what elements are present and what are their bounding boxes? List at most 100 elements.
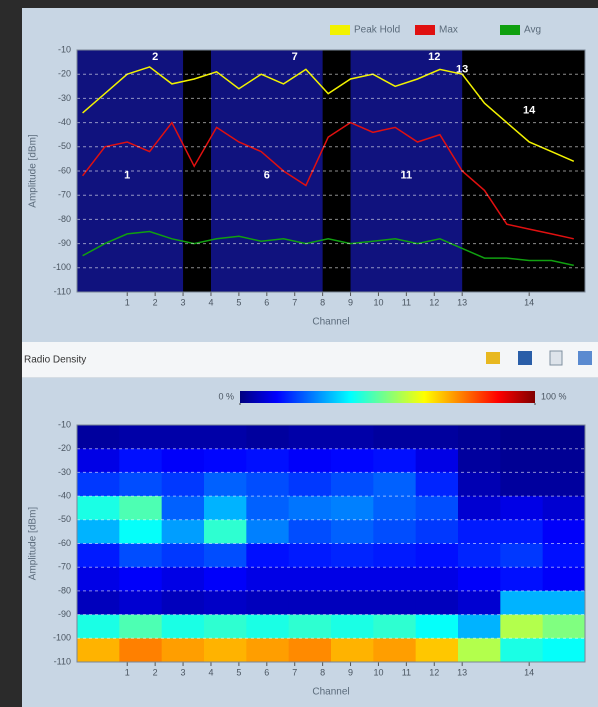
heat-cell bbox=[458, 520, 501, 544]
x-tick-label: 11 bbox=[402, 667, 411, 677]
heat-cell bbox=[289, 520, 332, 544]
x-tick-label: 2 bbox=[153, 667, 158, 677]
heat-cell bbox=[204, 544, 247, 568]
y-tick-label: -80 bbox=[58, 585, 71, 595]
legend-swatch bbox=[330, 25, 350, 35]
heat-cell bbox=[416, 638, 459, 662]
heat-cell bbox=[246, 567, 289, 591]
x-tick-label: 3 bbox=[181, 667, 186, 677]
heat-cell bbox=[373, 496, 416, 520]
y-tick-label: -10 bbox=[58, 44, 71, 54]
heat-cell bbox=[204, 425, 247, 449]
y-tick-label: -40 bbox=[58, 490, 71, 500]
legend-label: Max bbox=[439, 25, 458, 36]
x-tick-label: 4 bbox=[208, 297, 213, 307]
heat-cell bbox=[331, 615, 374, 639]
heat-cell bbox=[331, 520, 374, 544]
heat-cell bbox=[331, 496, 374, 520]
heat-cell bbox=[331, 544, 374, 568]
heat-cell bbox=[331, 472, 374, 496]
heat-cell bbox=[500, 425, 543, 449]
x-tick-label: 8 bbox=[320, 297, 325, 307]
heat-cell bbox=[204, 520, 247, 544]
window-title: Radio Density bbox=[24, 355, 86, 366]
heat-cell bbox=[543, 638, 586, 662]
heat-cell bbox=[289, 425, 332, 449]
heat-cell bbox=[246, 591, 289, 615]
legend-swatch bbox=[415, 25, 435, 35]
heat-cell bbox=[416, 615, 459, 639]
x-tick-label: 13 bbox=[457, 667, 467, 677]
heat-cell bbox=[458, 496, 501, 520]
x-tick-label: 6 bbox=[264, 297, 269, 307]
heat-cell bbox=[500, 449, 543, 473]
heat-cell bbox=[458, 425, 501, 449]
heat-cell bbox=[162, 449, 205, 473]
heat-cell bbox=[543, 449, 586, 473]
heat-cell bbox=[77, 591, 120, 615]
heat-cell bbox=[458, 472, 501, 496]
heat-cell bbox=[458, 638, 501, 662]
x-axis-label: Channel bbox=[312, 687, 349, 698]
save-icon[interactable] bbox=[518, 351, 532, 365]
heat-cell bbox=[373, 520, 416, 544]
heat-cell bbox=[543, 496, 586, 520]
x-tick-label: 11 bbox=[402, 297, 411, 307]
heat-cell bbox=[416, 425, 459, 449]
heat-cell bbox=[77, 425, 120, 449]
heat-cell bbox=[289, 615, 332, 639]
annotation: 1 bbox=[124, 170, 130, 182]
heat-cell bbox=[331, 449, 374, 473]
colorbar-label: 100 % bbox=[541, 391, 567, 401]
heat-cell bbox=[543, 544, 586, 568]
heat-cell bbox=[162, 615, 205, 639]
heat-cell bbox=[119, 472, 162, 496]
y-axis-label: Amplitude [dBm] bbox=[28, 507, 39, 581]
y-tick-label: -80 bbox=[58, 214, 71, 224]
heat-cell bbox=[246, 520, 289, 544]
heat-cell bbox=[204, 567, 247, 591]
heat-cell bbox=[543, 615, 586, 639]
heat-cell bbox=[458, 615, 501, 639]
heat-cell bbox=[77, 520, 120, 544]
heat-cell bbox=[119, 591, 162, 615]
heat-cell bbox=[373, 544, 416, 568]
heat-cell bbox=[331, 638, 374, 662]
settings-icon[interactable] bbox=[578, 351, 592, 365]
heat-cell bbox=[204, 472, 247, 496]
heat-cell bbox=[373, 638, 416, 662]
y-tick-label: -90 bbox=[58, 609, 71, 619]
heat-cell bbox=[500, 544, 543, 568]
heat-cell bbox=[162, 567, 205, 591]
heat-cell bbox=[119, 449, 162, 473]
y-tick-label: -70 bbox=[58, 562, 71, 572]
open-icon[interactable] bbox=[486, 352, 500, 364]
heat-cell bbox=[458, 567, 501, 591]
x-tick-label: 1 bbox=[125, 297, 130, 307]
copy-icon[interactable] bbox=[550, 351, 562, 365]
heat-cell bbox=[162, 591, 205, 615]
heat-cell bbox=[204, 638, 247, 662]
x-tick-label: 9 bbox=[348, 667, 353, 677]
heat-cell bbox=[289, 449, 332, 473]
y-tick-label: -90 bbox=[58, 238, 71, 248]
heat-cell bbox=[77, 449, 120, 473]
x-tick-label: 8 bbox=[320, 667, 325, 677]
y-tick-label: -20 bbox=[58, 69, 71, 79]
heat-cell bbox=[246, 544, 289, 568]
y-tick-label: -50 bbox=[58, 514, 71, 524]
heat-cell bbox=[500, 615, 543, 639]
heat-cell bbox=[77, 567, 120, 591]
heat-cell bbox=[373, 449, 416, 473]
heat-cell bbox=[289, 544, 332, 568]
annotation: 7 bbox=[292, 51, 298, 63]
heat-cell bbox=[543, 472, 586, 496]
heat-cell bbox=[543, 520, 586, 544]
x-tick-label: 9 bbox=[348, 297, 353, 307]
heat-cell bbox=[373, 615, 416, 639]
heat-cell bbox=[204, 496, 247, 520]
x-tick-label: 10 bbox=[373, 297, 383, 307]
x-axis-label: Channel bbox=[312, 317, 349, 328]
heat-cell bbox=[458, 449, 501, 473]
legend-label: Avg bbox=[524, 25, 541, 36]
